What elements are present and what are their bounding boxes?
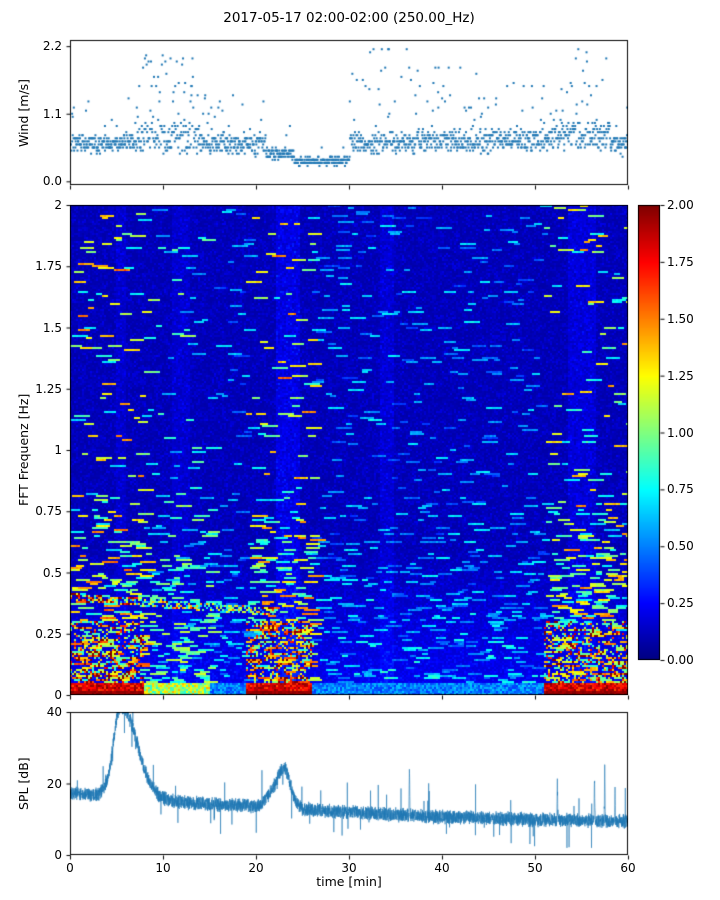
colorbar	[638, 205, 660, 660]
spectrogram-ytick-label: 0	[54, 688, 62, 702]
x-tick-label: 10	[155, 861, 171, 875]
x-tick-label: 60	[620, 861, 636, 875]
colorbar-tick-label: 0.50	[667, 539, 694, 554]
spectrogram-ytick-label: 0.25	[35, 626, 62, 641]
colorbar-tick-label: 1.50	[667, 311, 694, 326]
spl-ytick-label: 40	[46, 705, 62, 719]
colorbar-tick-label: 1.25	[667, 368, 694, 383]
spl-ytick-label: 20	[46, 776, 62, 791]
colorbar-tick-label: 0.75	[667, 482, 694, 497]
figure-title: 2017-05-17 02:00-02:00 (250.00_Hz)	[223, 10, 475, 26]
wind-scatter-plot	[70, 40, 628, 185]
spectrogram-ytick-label: 0.75	[35, 504, 62, 519]
spectrogram-ytick-label: 2	[54, 198, 62, 212]
wind-ytick-label: 1.1	[42, 106, 62, 121]
spectrogram-plot	[70, 205, 628, 695]
wind-ytick-label: 2.2	[42, 39, 62, 54]
x-axis-label: time [min]	[316, 874, 382, 889]
spectrogram-ytick-label: 1.75	[35, 259, 62, 274]
x-tick-label: 40	[434, 861, 450, 875]
x-tick-label: 50	[527, 861, 543, 875]
colorbar-tick-label: 0.00	[667, 653, 694, 667]
x-tick-label: 30	[341, 861, 357, 875]
spectrogram-ytick-label: 1	[54, 443, 62, 457]
colorbar-tick-label: 1.75	[667, 254, 694, 269]
wind-ytick-label: 0.0	[42, 174, 62, 189]
spectrogram-ytick-label: 1.25	[35, 381, 62, 396]
x-tick-label: 20	[248, 861, 264, 875]
spectrogram-ytick-label: 1.5	[42, 320, 62, 335]
colorbar-tick-label: 2.00	[667, 198, 694, 212]
colorbar-tick-label: 1.00	[667, 425, 694, 440]
spl-ytick-label: 0	[54, 848, 62, 862]
spectrogram-ytick-label: 0.5	[42, 565, 62, 580]
x-tick-label: 0	[66, 861, 74, 875]
spl-line-plot	[70, 712, 628, 855]
colorbar-tick-label: 0.25	[667, 596, 694, 611]
